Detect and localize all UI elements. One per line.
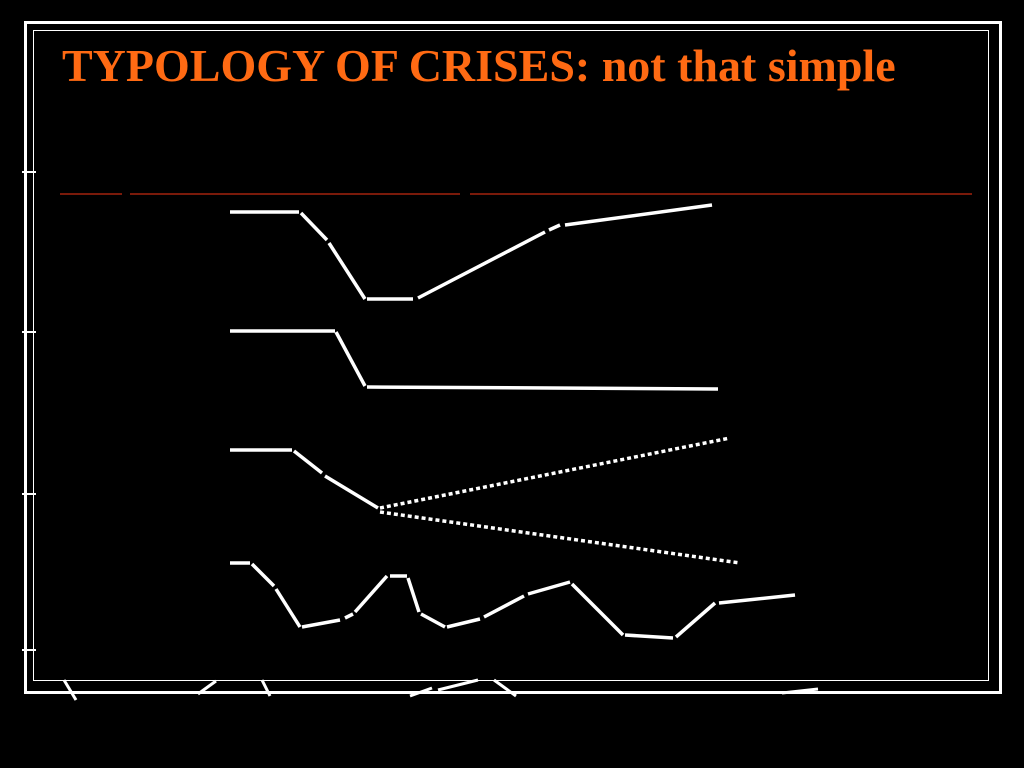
slide-frame-inner	[33, 30, 989, 681]
left-tick-marks	[22, 171, 36, 651]
curve-permanent-drop	[230, 329, 719, 391]
curve-v-shaped-recovery	[230, 203, 713, 301]
curve-divergent-outcomes	[230, 436, 741, 565]
curve-repeated-crises	[230, 561, 796, 640]
bottom-edge-strokes	[62, 678, 819, 701]
slide-title: TYPOLOGY OF CRISES: not that simple	[62, 40, 896, 91]
